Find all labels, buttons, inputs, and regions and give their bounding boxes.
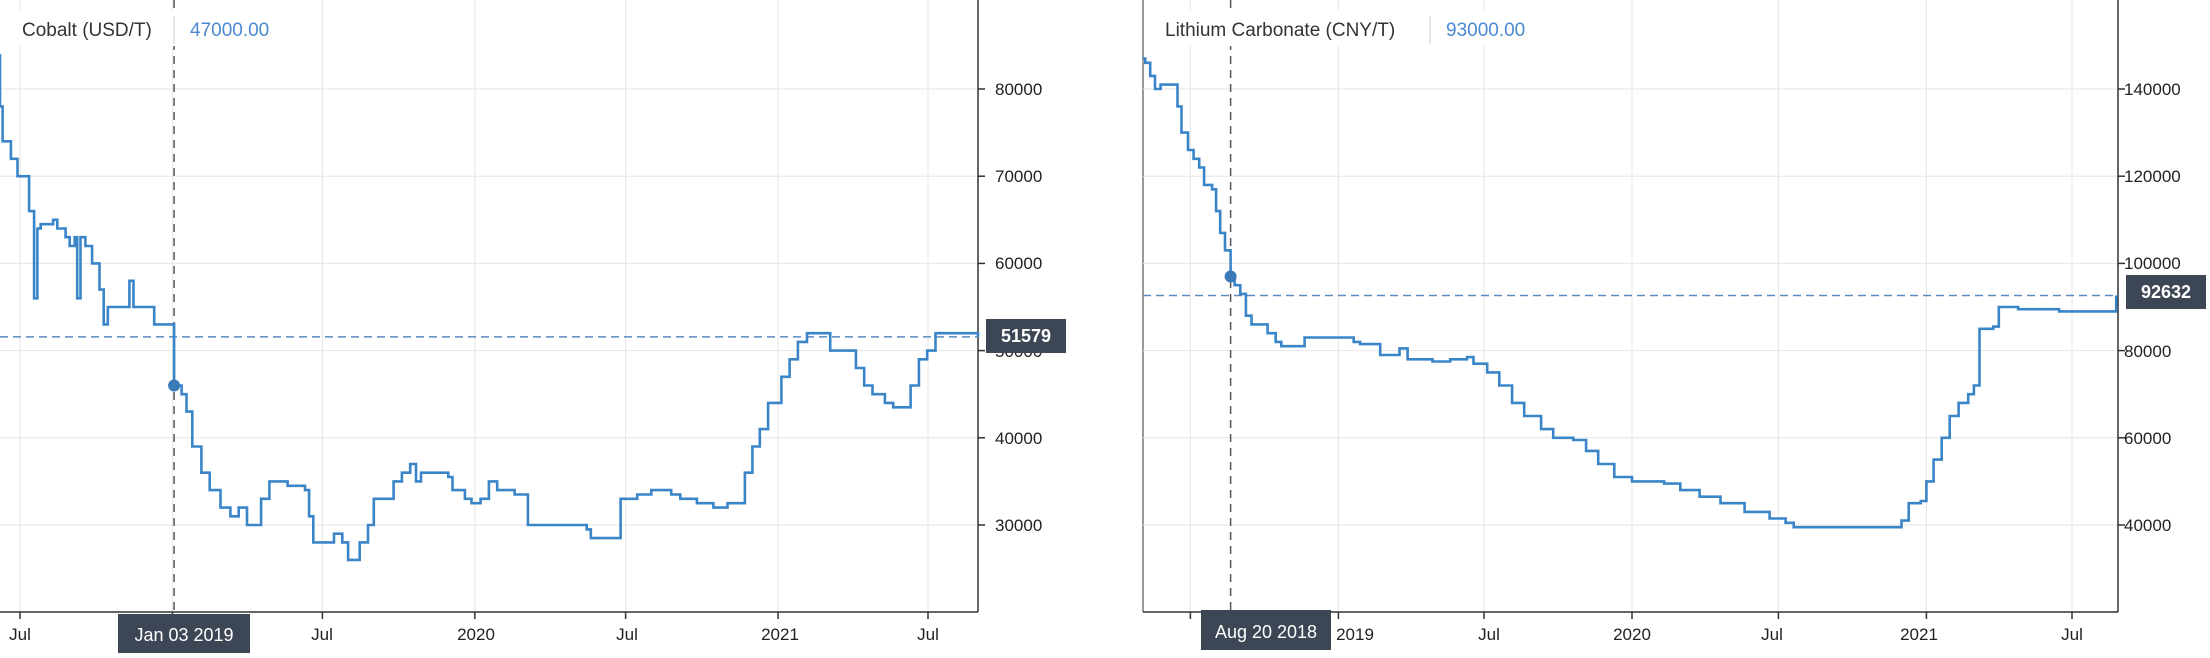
- date-badge-bg: [118, 614, 250, 653]
- lithium-date-badge: Aug 20 2018: [1201, 610, 1331, 650]
- x-tick-label: Jul: [917, 625, 939, 644]
- x-tick-label: 2021: [761, 625, 799, 644]
- series-name: Lithium Carbonate (CNY/T): [1165, 20, 1395, 41]
- cobalt-y-tick-marks: [978, 88, 985, 526]
- y-tick-label: 140000: [2124, 80, 2181, 99]
- cobalt-grid: [0, 0, 978, 612]
- date-badge-text: Aug 20 2018: [1215, 622, 1317, 642]
- cobalt-date-badge: Jan 03 2019: [118, 614, 250, 653]
- date-badge-bg: [1201, 610, 1331, 650]
- x-tick-label: Jul: [2061, 625, 2083, 644]
- lithium-legend: Lithium Carbonate (CNY/T) 93000.00: [1158, 10, 1538, 46]
- cobalt-crosshair-dot[interactable]: [168, 379, 181, 392]
- x-tick-label: 2020: [457, 625, 495, 644]
- series-value: 47000.00: [190, 20, 269, 41]
- y-tick-label: 100000: [2124, 254, 2181, 273]
- lithium-price-tag: 92632: [2126, 275, 2206, 309]
- lithium-price-series: [1143, 57, 2118, 529]
- x-tick-label: 2021: [1900, 625, 1938, 644]
- lithium-y-tick-labels: 40000 60000 80000 100000 120000 140000: [2124, 80, 2181, 535]
- legend-bg: [14, 10, 314, 46]
- price-tag-bg: [2126, 275, 2206, 309]
- y-tick-label: 30000: [995, 516, 1042, 535]
- y-tick-label: 40000: [995, 429, 1042, 448]
- legend-bg: [1158, 10, 1538, 46]
- y-tick-label: 40000: [2124, 516, 2171, 535]
- x-tick-label: Jul: [1478, 625, 1500, 644]
- x-tick-label: 2020: [1613, 625, 1651, 644]
- x-tick-label: Jul: [9, 625, 31, 644]
- price-tag-bg: [986, 319, 1066, 353]
- price-tag-text: 51579: [1001, 326, 1051, 346]
- cobalt-legend: Cobalt (USD/T) 47000.00: [14, 10, 314, 46]
- y-tick-label: 70000: [995, 167, 1042, 186]
- x-tick-label: Jul: [616, 625, 638, 644]
- lithium-y-tick-marks: [2118, 88, 2125, 526]
- lithium-x-tick-labels: 2019 Jul 2020 Jul 2021 Jul: [1336, 625, 2083, 644]
- y-tick-label: 60000: [2124, 429, 2171, 448]
- lithium-grid: [1143, 0, 2118, 612]
- y-tick-label: 120000: [2124, 167, 2181, 186]
- price-tag-text: 92632: [2141, 282, 2191, 302]
- cobalt-y-tick-labels: 30000 40000 50000 60000 70000 80000: [995, 80, 1042, 535]
- cobalt-price-series: [0, 54, 980, 562]
- lithium-chart: 40000 60000 80000 100000 120000 140000 2…: [1142, 0, 2206, 650]
- cobalt-price-tag: 51579: [986, 319, 1066, 353]
- x-tick-label: Jul: [311, 625, 333, 644]
- x-tick-label: 2019: [1336, 625, 1374, 644]
- lithium-crosshair-dot[interactable]: [1224, 270, 1237, 283]
- series-value: 93000.00: [1446, 20, 1525, 41]
- y-tick-label: 80000: [995, 80, 1042, 99]
- date-badge-text: Jan 03 2019: [134, 625, 233, 645]
- y-tick-label: 60000: [995, 254, 1042, 273]
- cobalt-chart: 30000 40000 50000 60000 70000 80000 Jul …: [0, 0, 1066, 653]
- lithium-x-tick-marks: [1189, 612, 2073, 619]
- y-tick-label: 80000: [2124, 342, 2171, 361]
- series-name: Cobalt (USD/T): [22, 20, 152, 41]
- x-tick-label: Jul: [1761, 625, 1783, 644]
